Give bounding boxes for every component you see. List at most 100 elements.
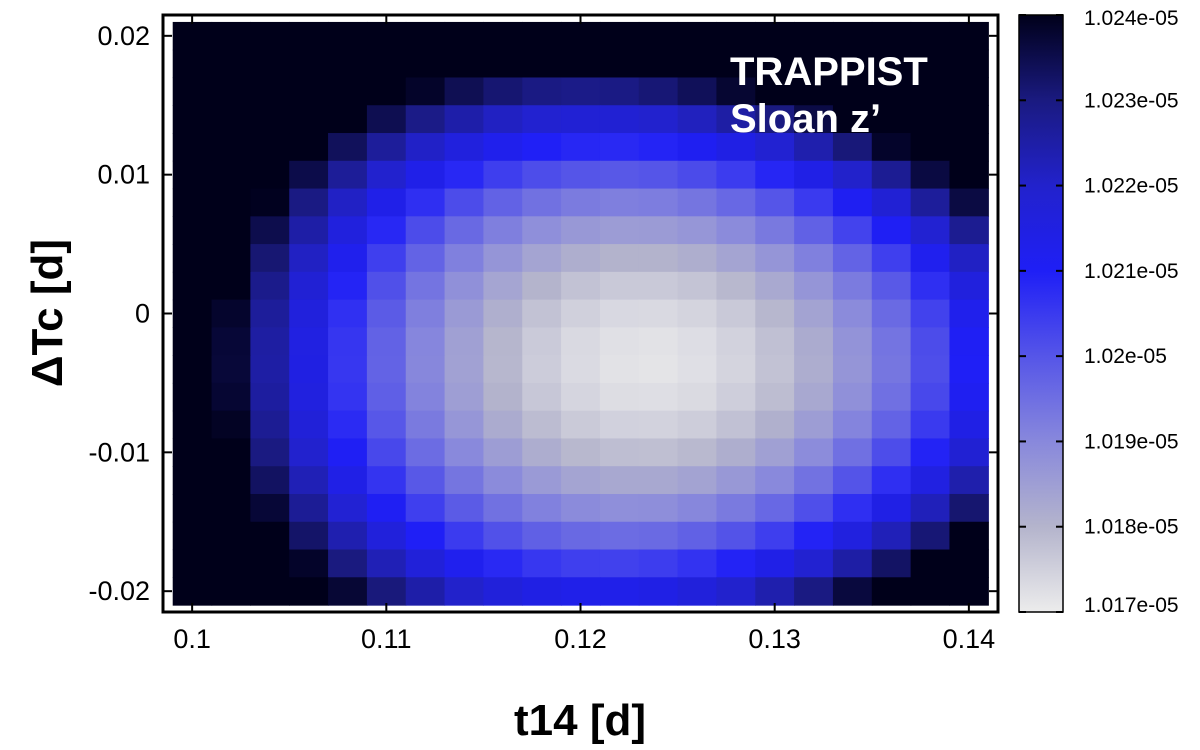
- heatmap-cell: [871, 21, 912, 51]
- heatmap-cell: [910, 271, 951, 301]
- heatmap-cell: [172, 327, 213, 356]
- heatmap-cell: [444, 299, 485, 328]
- heatmap-cell: [794, 271, 834, 301]
- heatmap-cell: [794, 327, 834, 356]
- heatmap-cell: [832, 382, 873, 412]
- heatmap-cell: [172, 355, 213, 384]
- heatmap-cell: [250, 160, 290, 190]
- heatmap-cell: [638, 21, 679, 51]
- heatmap-cell: [677, 382, 718, 412]
- heatmap-cell: [289, 77, 329, 106]
- heatmap-cell: [755, 549, 795, 578]
- heatmap-cell: [522, 160, 562, 190]
- heatmap-cell: [871, 327, 912, 356]
- heatmap-cell: [366, 77, 407, 106]
- heatmap-cell: [172, 49, 213, 79]
- heatmap-cell: [599, 77, 640, 106]
- heatmap-cell: [755, 133, 795, 162]
- heatmap-cell: [599, 521, 640, 551]
- y-tick-label: 0.02: [97, 21, 150, 51]
- heatmap-cell: [794, 77, 834, 106]
- heatmap-cell: [444, 133, 485, 162]
- heatmap-cell: [561, 466, 601, 495]
- heatmap-cell: [871, 577, 912, 606]
- heatmap-cell: [832, 21, 873, 51]
- heatmap-cell: [949, 21, 989, 51]
- heatmap-cell: [599, 327, 640, 356]
- heatmap-cell: [599, 49, 640, 79]
- heatmap-cell: [755, 21, 795, 51]
- heatmap-cell: [638, 577, 679, 606]
- x-tick-label: 0.1: [173, 624, 211, 654]
- heatmap-cell: [172, 577, 213, 606]
- heatmap-cell: [832, 299, 873, 328]
- heatmap-cell: [250, 188, 290, 217]
- heatmap-cell: [677, 549, 718, 578]
- heatmap-cell: [832, 216, 873, 245]
- heatmap-cell: [832, 493, 873, 523]
- colorbar: [1018, 14, 1064, 613]
- heatmap-cell: [366, 105, 407, 134]
- heatmap-cell: [289, 493, 329, 523]
- heatmap-cell: [289, 410, 329, 440]
- heatmap-cell: [172, 188, 213, 217]
- x-axis: 0.1 0.11 0.12 0.13 0.14: [173, 15, 995, 654]
- heatmap-cell: [328, 327, 368, 356]
- heatmap-cell: [483, 244, 523, 273]
- heatmap-cell: [444, 521, 485, 551]
- heatmap-cell: [910, 493, 951, 523]
- heatmap-cell: [832, 466, 873, 495]
- heatmap-cell: [211, 49, 251, 79]
- heatmap-cell: [638, 410, 679, 440]
- heatmap-cell: [755, 355, 795, 384]
- heatmap-cell: [289, 216, 329, 245]
- colorbar-tick-label: 1.024e-05: [1084, 7, 1179, 30]
- heatmap-cell: [483, 355, 523, 384]
- heatmap-cell: [599, 355, 640, 384]
- heatmap-cell: [561, 133, 601, 162]
- heatmap-cell: [910, 21, 951, 51]
- heatmap-cell: [211, 271, 251, 301]
- heatmap-cell: [366, 216, 407, 245]
- heatmap-cell: [716, 160, 756, 190]
- heatmap-cell: [677, 188, 718, 217]
- heatmap-cell: [638, 299, 679, 328]
- heatmap-cell: [211, 466, 251, 495]
- heatmap-cell: [289, 438, 329, 467]
- heatmap-cell: [716, 271, 756, 301]
- heatmap-cell: [405, 188, 446, 217]
- heatmap-cell: [522, 521, 562, 551]
- x-tick-label: 0.14: [943, 624, 996, 654]
- heatmap-cell: [172, 299, 213, 328]
- heatmap-cell: [599, 410, 640, 440]
- heatmap-cell: [794, 160, 834, 190]
- heatmap-cell: [561, 382, 601, 412]
- heatmap-cell: [483, 299, 523, 328]
- heatmap-cell: [366, 49, 407, 79]
- heatmap-cell: [677, 327, 718, 356]
- heatmap-cell: [677, 521, 718, 551]
- heatmap-cell: [677, 105, 718, 134]
- heatmap-cell: [638, 355, 679, 384]
- heatmap-cell: [328, 466, 368, 495]
- heatmap-cell: [599, 493, 640, 523]
- heatmap-cell: [328, 77, 368, 106]
- heatmap-cell: [832, 549, 873, 578]
- heatmap-cell: [250, 244, 290, 273]
- heatmap-cell: [638, 466, 679, 495]
- x-tick-label: 0.12: [554, 624, 607, 654]
- heatmap-cell: [211, 188, 251, 217]
- heatmap-cell: [211, 438, 251, 467]
- heatmap-cell: [250, 77, 290, 106]
- heatmap-cell: [910, 410, 951, 440]
- heatmap-cell: [483, 77, 523, 106]
- heatmap-cell: [444, 105, 485, 134]
- heatmap-cell: [794, 105, 834, 134]
- heatmap-cell: [638, 382, 679, 412]
- heatmap-cell: [250, 133, 290, 162]
- heatmap-cell: [250, 327, 290, 356]
- heatmap-cell: [871, 466, 912, 495]
- heatmap-cell: [677, 133, 718, 162]
- heatmap-cell: [755, 493, 795, 523]
